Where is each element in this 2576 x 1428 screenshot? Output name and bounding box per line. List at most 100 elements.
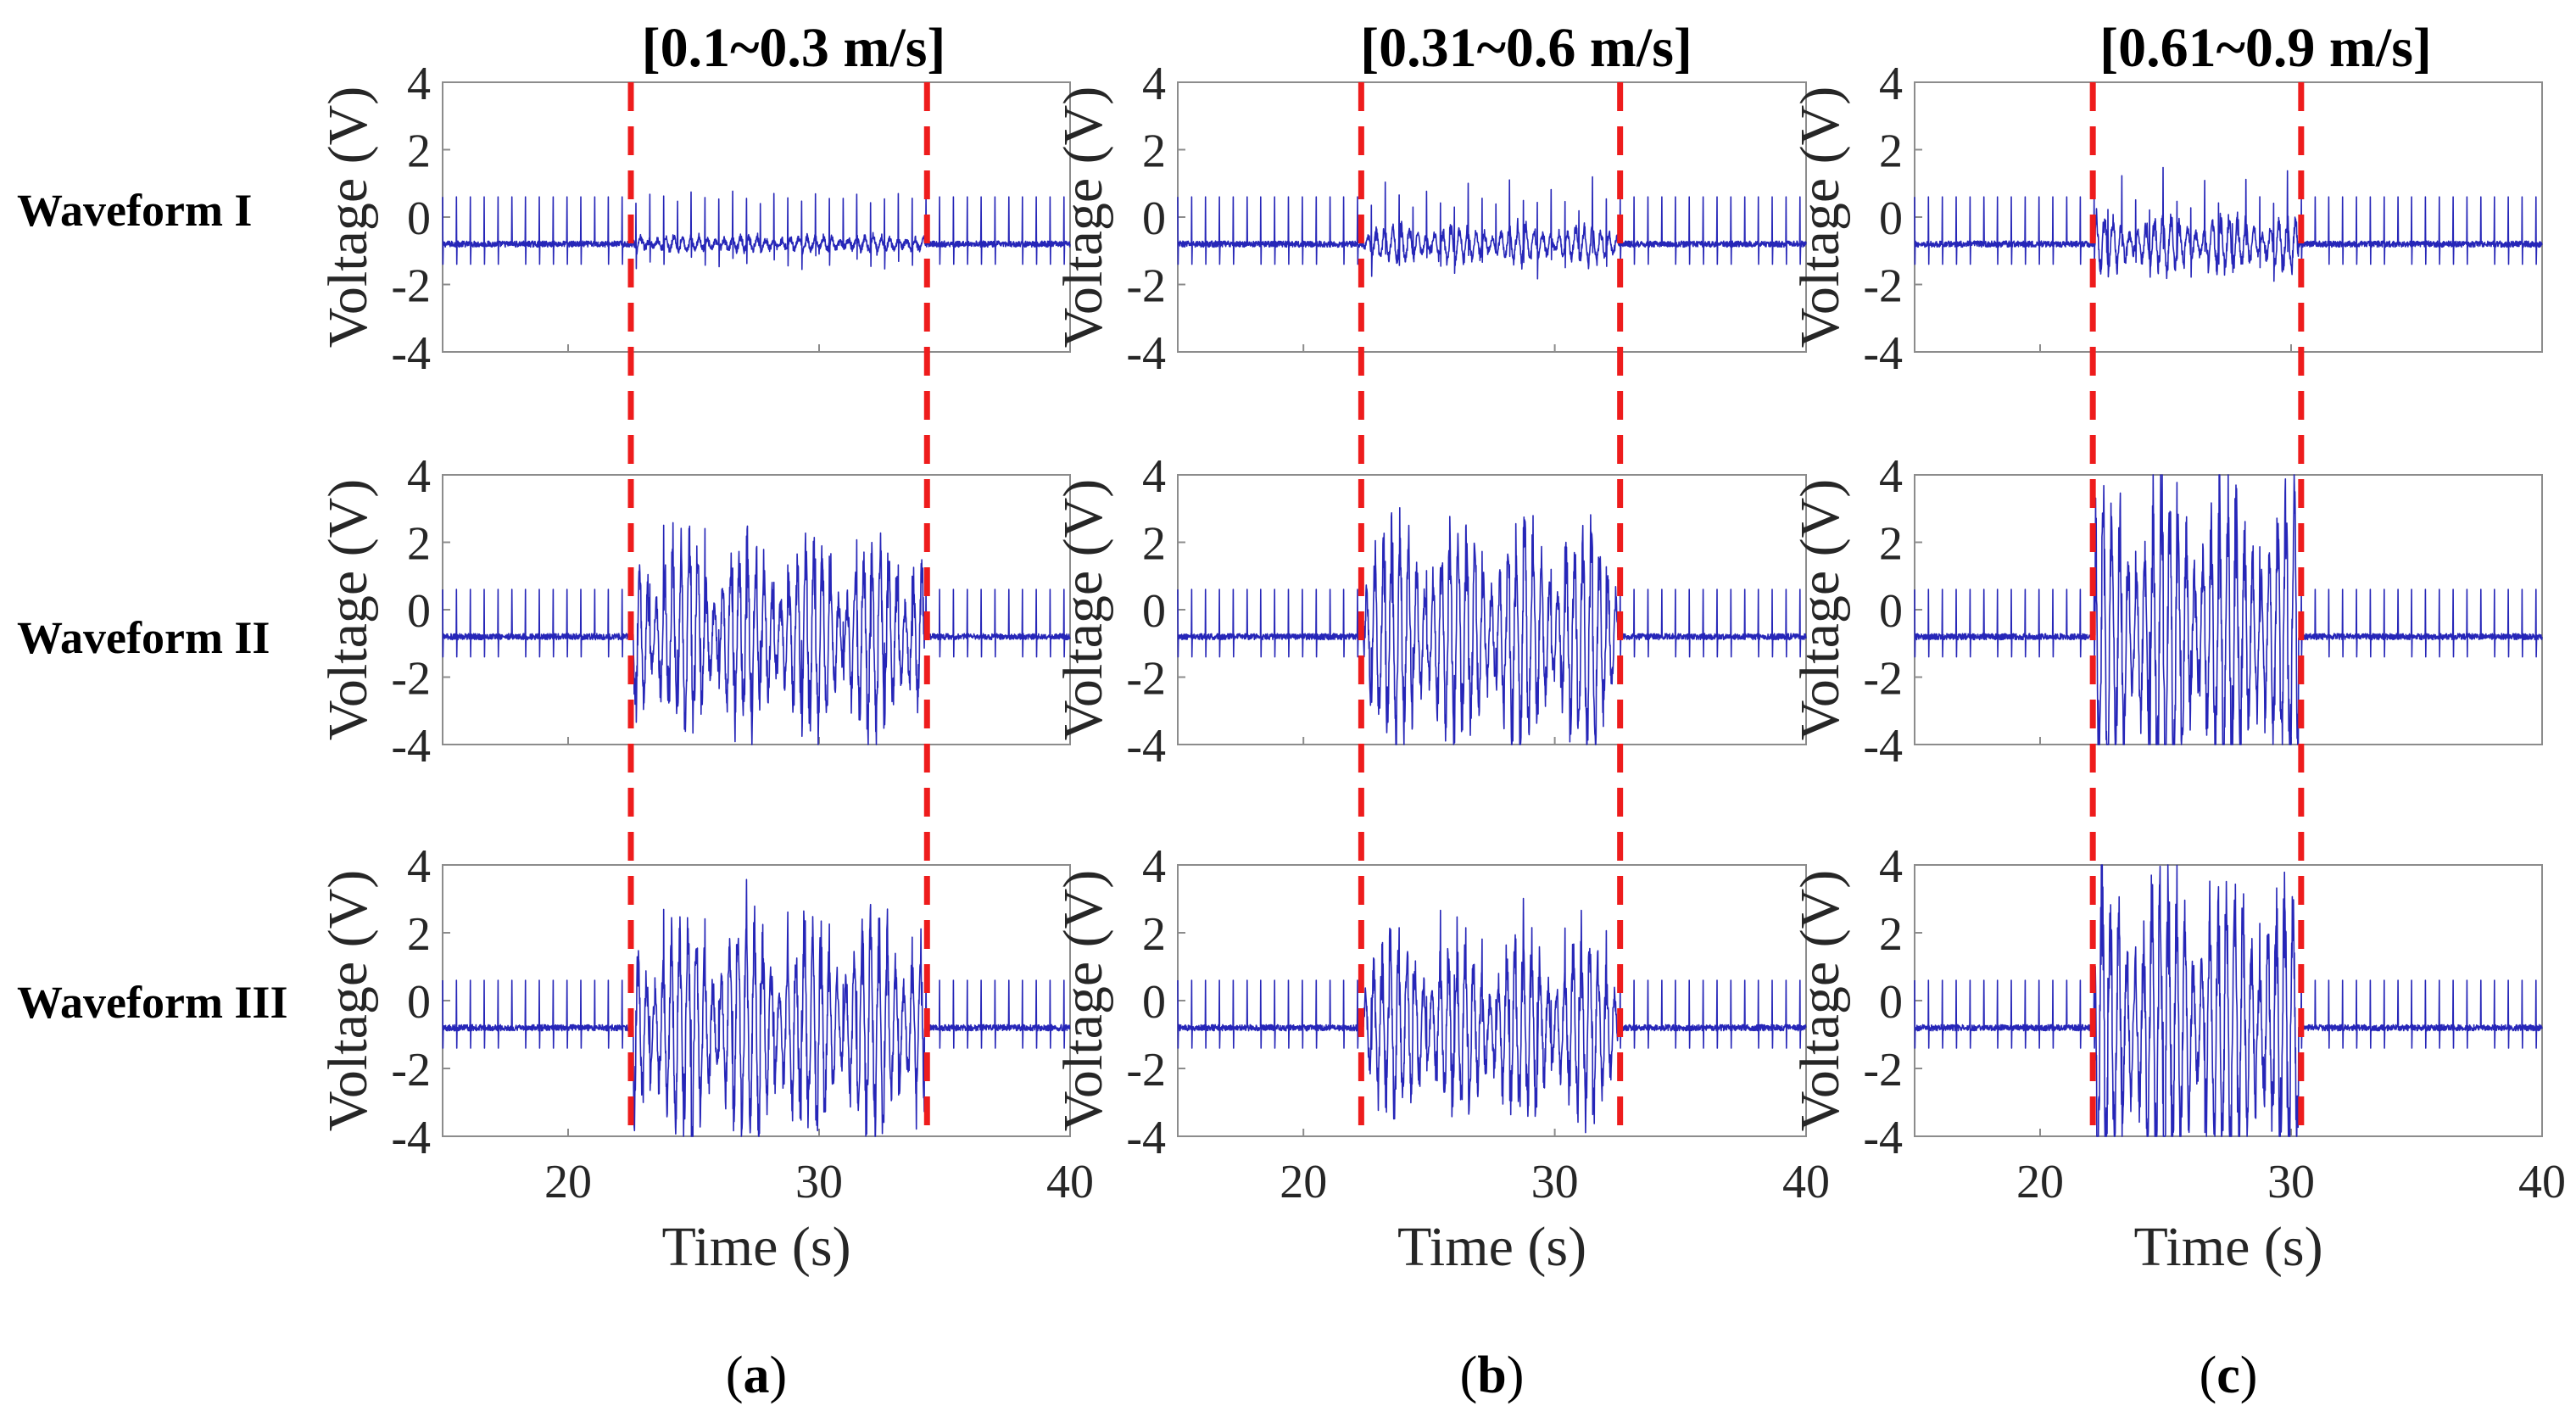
x-axis-label: Time (s) <box>1397 1216 1586 1278</box>
panel-label-open: ( <box>1460 1347 1478 1404</box>
signal-line <box>442 190 1071 271</box>
panel-label-open: ( <box>726 1347 744 1404</box>
x-tick-label: 40 <box>1046 1156 1094 1208</box>
x-axis-label: Time (s) <box>2133 1216 2322 1278</box>
y-tick-label: -4 <box>1863 1112 1903 1164</box>
y-tick-label: -4 <box>391 720 431 773</box>
y-tick-label: -2 <box>1863 653 1903 706</box>
x-tick-label: 20 <box>544 1156 592 1208</box>
row-label-waveform-2: Waveform II <box>17 612 270 663</box>
y-tick-label: 0 <box>1879 192 1903 245</box>
y-tick-label: 2 <box>1879 908 1903 961</box>
x-tick-label: 40 <box>2518 1156 2566 1208</box>
x-axis-a: 20 30 40 Time (s) <box>544 1156 1094 1278</box>
x-tick-label: 30 <box>795 1156 843 1208</box>
x-tick-label: 40 <box>1782 1156 1830 1208</box>
y-tick-label: -2 <box>1863 1044 1903 1096</box>
y-tick-label: 0 <box>407 192 431 245</box>
column-title-a: [0.1~0.3 m/s] <box>642 17 946 79</box>
axes-box <box>442 81 1071 353</box>
panel-label-b: (b) <box>1460 1347 1525 1404</box>
y-tick-label: 4 <box>407 450 431 503</box>
y-tick-label: -4 <box>1863 720 1903 773</box>
y-tick-label: 0 <box>407 976 431 1029</box>
y-tick-label: 2 <box>407 126 431 178</box>
panel-label-letter: c <box>2216 1347 2240 1404</box>
signal-line <box>1177 176 1807 280</box>
panel-label-c: (c) <box>2200 1347 2258 1404</box>
panel-label-open: ( <box>2200 1347 2217 1404</box>
x-axis-label: Time (s) <box>661 1216 850 1278</box>
x-tick-label: 30 <box>2267 1156 2315 1208</box>
signal-line <box>1914 166 2543 282</box>
row-label-waveform-1: Waveform I <box>17 185 252 236</box>
y-axis-label: Voltage (V) <box>1789 86 1851 349</box>
y-tick-label: 4 <box>1879 840 1903 893</box>
y-tick-label: -2 <box>1863 260 1903 313</box>
y-tick-label: 0 <box>1142 192 1166 245</box>
y-tick-label: -2 <box>391 653 431 706</box>
y-tick-label: -4 <box>1126 720 1166 773</box>
row-label-waveform-3: Waveform III <box>17 977 287 1028</box>
axes-box <box>1177 474 1807 745</box>
y-tick-label: -2 <box>391 1044 431 1096</box>
y-tick-label: 2 <box>407 908 431 961</box>
y-tick-label: 0 <box>1879 976 1903 1029</box>
y-tick-label: -4 <box>1126 1112 1166 1164</box>
signal-line <box>1914 864 2543 1137</box>
y-tick-label: -2 <box>1126 1044 1166 1096</box>
y-tick-label: 0 <box>1879 585 1903 638</box>
column-titles: [0.1~0.3 m/s] [0.31~0.6 m/s] [0.61~0.9 m… <box>642 17 2432 79</box>
y-axis-label: Voltage (V) <box>1052 86 1114 349</box>
y-tick-label: 4 <box>1879 58 1903 110</box>
y-tick-label: 2 <box>1142 518 1166 571</box>
y-axis-label: Voltage (V) <box>1789 870 1851 1132</box>
y-tick-label: 2 <box>1142 908 1166 961</box>
y-axis-label: Voltage (V) <box>1789 479 1851 741</box>
y-tick-label: -4 <box>391 1112 431 1164</box>
y-tick-label: 0 <box>1142 585 1166 638</box>
signal-line <box>1177 507 1807 745</box>
axes-box <box>1177 81 1807 353</box>
axes-box <box>442 474 1071 745</box>
panel-label-close: ) <box>770 1347 788 1404</box>
panel-label-letter: b <box>1477 1347 1506 1404</box>
panel-label-close: ) <box>2240 1347 2258 1404</box>
y-axis-label: Voltage (V) <box>317 870 379 1132</box>
y-axis-label: Voltage (V) <box>1052 479 1114 741</box>
y-tick-label: 4 <box>1879 450 1903 503</box>
signal-line <box>1177 897 1807 1134</box>
y-axis-label: Voltage (V) <box>317 479 379 741</box>
x-tick-label: 20 <box>2016 1156 2064 1208</box>
x-axis-c: 20 30 40 Time (s) <box>2016 1156 2566 1278</box>
y-tick-label: 4 <box>1142 450 1166 503</box>
panel-labels: (a) (b) (c) <box>726 1347 2258 1404</box>
signal-line <box>442 522 1071 745</box>
y-tick-label: -4 <box>1126 327 1166 380</box>
y-tick-label: -2 <box>1126 260 1166 313</box>
y-axis-label: Voltage (V) <box>317 86 379 349</box>
y-tick-label: 4 <box>1142 840 1166 893</box>
y-tick-label: 4 <box>1142 58 1166 110</box>
y-axis-label: Voltage (V) <box>1052 870 1114 1132</box>
y-tick-label: 4 <box>407 58 431 110</box>
x-tick-label: 30 <box>1531 1156 1579 1208</box>
panel-label-a: (a) <box>726 1347 787 1404</box>
y-tick-label: 2 <box>1142 126 1166 178</box>
y-tick-label: 0 <box>1142 976 1166 1029</box>
y-tick-label: -4 <box>391 327 431 380</box>
y-tick-label: -4 <box>1863 327 1903 380</box>
y-tick-label: 2 <box>407 518 431 571</box>
column-title-c: [0.61~0.9 m/s] <box>2099 17 2432 79</box>
x-tick-label: 20 <box>1280 1156 1327 1208</box>
y-tick-label: -2 <box>1126 653 1166 706</box>
